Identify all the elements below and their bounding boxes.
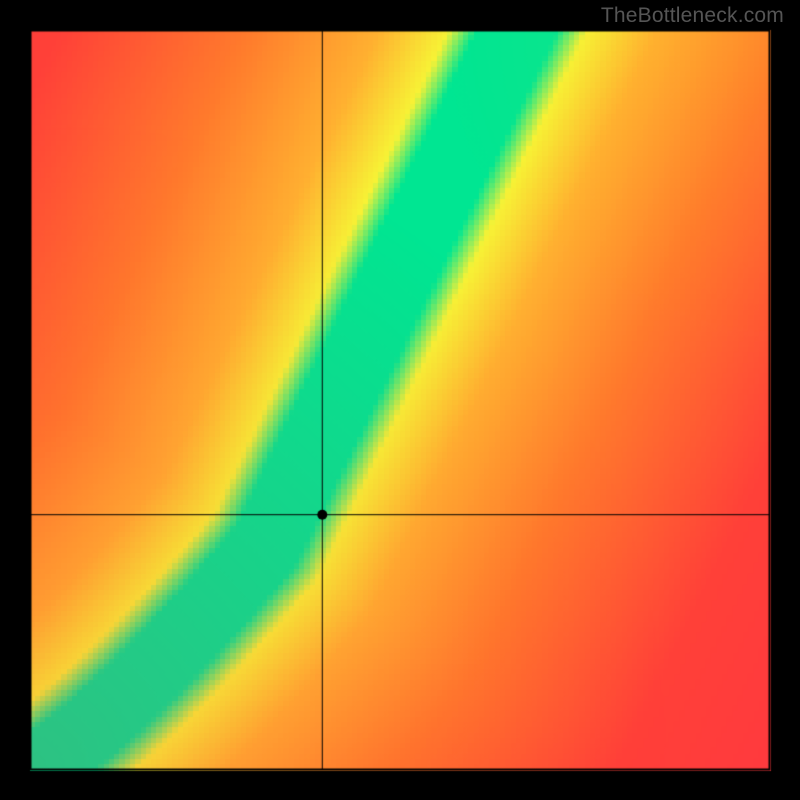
chart-container: TheBottleneck.com <box>0 0 800 800</box>
watermark-text: TheBottleneck.com <box>601 4 784 28</box>
heatmap-canvas <box>0 0 800 800</box>
